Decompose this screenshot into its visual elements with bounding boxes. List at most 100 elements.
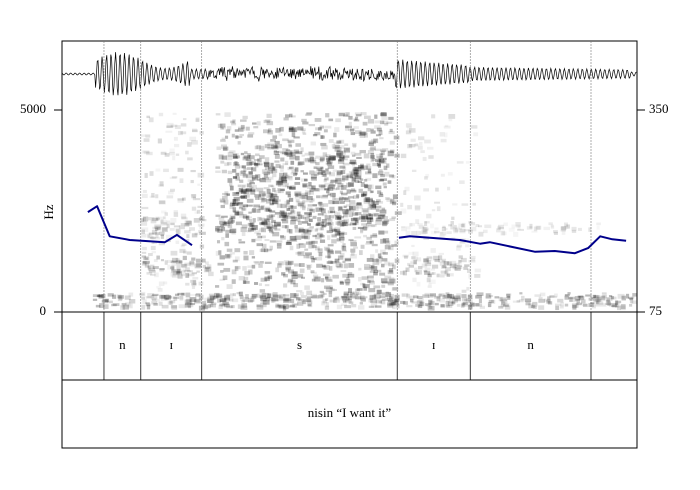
spectrogram-cell [215, 170, 221, 173]
spectrogram-cell [282, 212, 287, 218]
spectrogram-cell [335, 262, 342, 268]
spectrogram-cell [232, 156, 239, 160]
spectrogram-cell [194, 232, 199, 236]
spectrogram-cell [389, 149, 395, 154]
spectrogram-cell [284, 213, 291, 217]
spectrogram-cell [267, 130, 274, 135]
spectrogram-cell [593, 294, 599, 298]
spectrogram-cell [274, 221, 281, 227]
spectrogram-cell [236, 202, 243, 206]
spectrogram-cell [264, 270, 271, 274]
spectrogram-cell [362, 121, 368, 126]
spectrogram-cell [334, 226, 341, 232]
spectrogram-cell [353, 118, 357, 121]
spectrogram-cell [256, 293, 263, 298]
spectrogram-cell [380, 278, 388, 283]
spectrogram-cell [318, 184, 326, 188]
spectrogram-cell [228, 182, 233, 187]
spectrogram-cell [386, 197, 392, 202]
spectrogram-cell [361, 223, 368, 226]
spectrogram-cell [368, 213, 372, 217]
spectrogram-cell [156, 226, 161, 230]
spectrogram-cell [315, 127, 322, 131]
spectrogram-cell [365, 171, 372, 175]
spectrogram-cell [218, 217, 225, 220]
spectrogram-cell [260, 221, 268, 225]
spectrogram-cell [171, 273, 179, 278]
spectrogram-cell [358, 131, 366, 136]
spectrogram-cell [425, 228, 429, 231]
spectrogram-cell [327, 161, 332, 165]
spectrogram-cell [240, 124, 245, 129]
spectrogram-cell [367, 168, 372, 174]
spectrogram-cell [352, 167, 359, 172]
spectrogram-cell [366, 166, 372, 170]
spectrogram-cell [440, 270, 447, 274]
spectrogram-cell [269, 202, 275, 206]
spectrogram-cell [221, 226, 226, 232]
spectrogram-cell [625, 293, 630, 299]
spectrogram-cell [306, 254, 311, 259]
spectrogram-cell [422, 226, 429, 231]
spectrogram-cell [303, 158, 310, 162]
spectrogram-cell [351, 303, 357, 308]
spectrogram-cell [355, 288, 360, 292]
spectrogram-cell [419, 141, 423, 146]
spectrogram-cell [350, 189, 357, 193]
spectrogram-cell [384, 294, 389, 299]
spectrogram-cell [336, 170, 343, 175]
spectrogram-cell [294, 172, 298, 175]
spectrogram-cell [312, 234, 317, 238]
spectrogram-cell [260, 297, 267, 302]
spectrogram-cell [303, 255, 310, 259]
spectrogram-cell [333, 296, 340, 301]
spectrogram-cell [173, 296, 178, 301]
spectrogram-cell [289, 150, 294, 154]
spectrogram-cell [344, 143, 349, 147]
spectrogram-cell [411, 301, 418, 304]
spectrogram-cell [96, 294, 102, 298]
spectrogram-cell [367, 280, 371, 284]
spectrogram-cell [348, 121, 352, 125]
spectrogram-cell [253, 162, 259, 167]
spectrogram-cell [559, 305, 564, 309]
spectrogram-cell [253, 158, 260, 162]
spectrogram-cell [372, 258, 379, 263]
spectrogram-cell [517, 228, 524, 231]
spectrogram-cell [279, 212, 284, 217]
spectrogram-cell [183, 250, 187, 254]
spectrogram-cell [498, 296, 503, 302]
spectrogram-cell [302, 228, 309, 234]
spectrogram-cell [532, 305, 537, 309]
spectrogram-cell [289, 298, 295, 304]
spectrogram-cell [372, 162, 379, 167]
spectrogram-cell [335, 296, 340, 299]
spectrogram-cell [519, 292, 523, 295]
spectrogram-cell [260, 295, 266, 299]
spectrogram-cell [107, 300, 113, 304]
spectrogram-cell [460, 223, 465, 228]
spectrogram-cell [225, 229, 231, 233]
spectrogram-cell [158, 301, 163, 306]
spectrogram-cell [391, 174, 396, 179]
spectrogram-cell [325, 162, 333, 165]
spectrogram-cell [220, 224, 225, 227]
spectrogram-cell [241, 231, 246, 237]
spectrogram-cell [291, 132, 296, 138]
spectrogram-cell [120, 305, 126, 310]
spectrogram-cell [365, 197, 373, 201]
spectrogram-cell [293, 282, 299, 288]
spectrogram-cell [617, 293, 625, 299]
spectrogram-cell [162, 227, 168, 233]
spectrogram-cell [264, 276, 270, 282]
spectrogram-cell [146, 272, 153, 275]
spectrogram-cell [436, 206, 441, 212]
spectrogram-cell [118, 295, 123, 301]
spectrogram-cell [159, 200, 166, 205]
spectrogram-cell [243, 155, 250, 159]
spectrogram-cell [267, 226, 272, 229]
spectrogram-cell [141, 229, 146, 235]
spectrogram-cell [371, 266, 378, 271]
spectrogram-cell [337, 221, 342, 227]
spectrogram-cell [278, 133, 283, 137]
